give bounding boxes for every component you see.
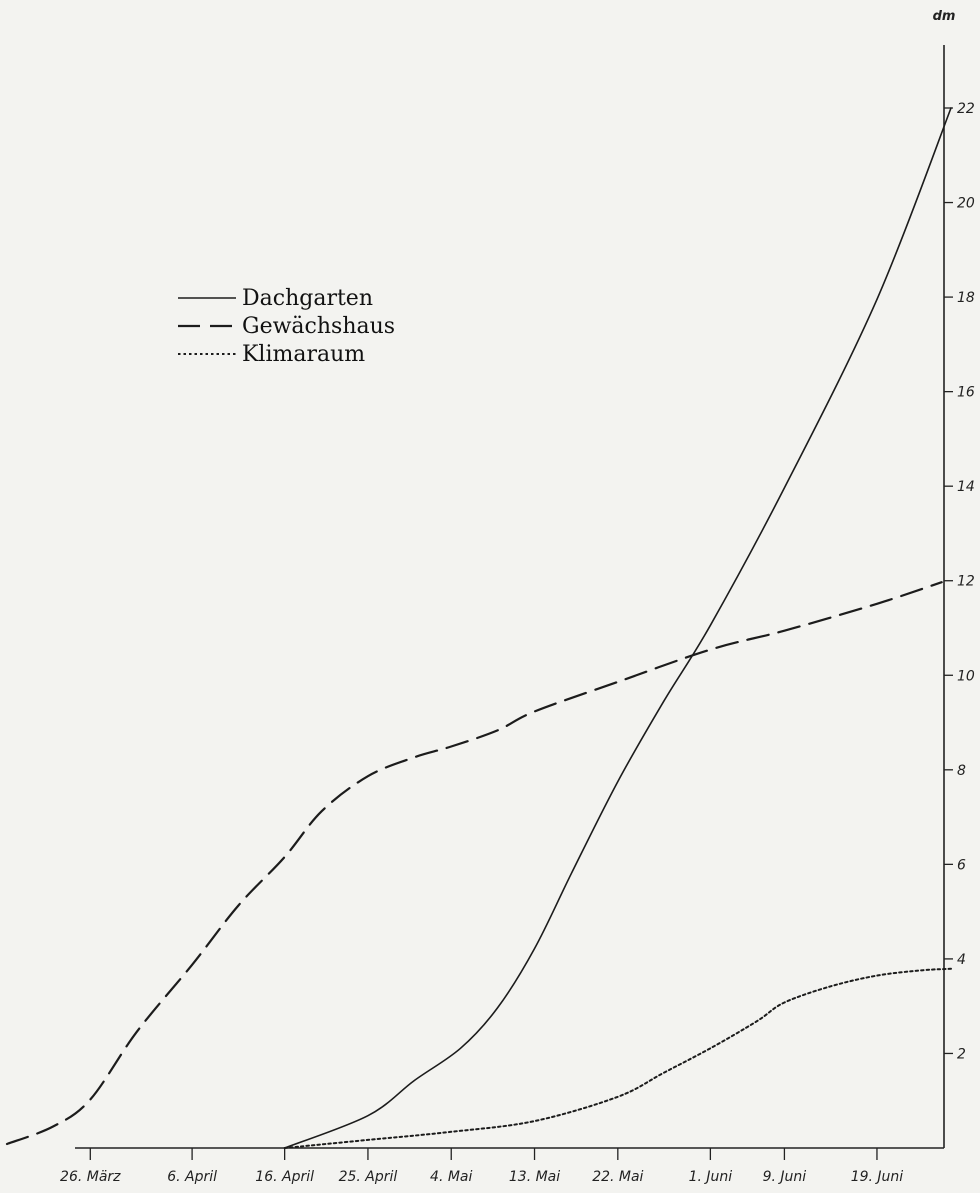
y-tick-label: 22 (957, 101, 975, 117)
y-tick-label: 12 (957, 574, 975, 590)
x-tick-label: 4. Mai (430, 1169, 472, 1185)
x-tick-label: 26. März (60, 1169, 121, 1185)
x-tick-label: 13. Mai (509, 1169, 560, 1185)
x-tick-label: 25. April (339, 1169, 398, 1185)
legend-label: Klimaraum (242, 342, 365, 367)
y-tick-label: 6 (957, 857, 966, 873)
y-tick-label: 20 (957, 196, 975, 212)
x-tick-label: 6. April (167, 1169, 217, 1185)
axes: 26. März 6. April 16. April 25. April 4. Mai… (60, 9, 975, 1185)
legend: Dachgarten Gewächshaus Klimaraum (178, 286, 395, 367)
y-tick-label: 16 (957, 385, 975, 401)
x-tick-label: 16. April (255, 1169, 314, 1185)
y-tick-label: 14 (957, 479, 975, 495)
y-tick-label: 8 (957, 763, 966, 779)
y-axis-unit-label: dm (933, 9, 956, 24)
y-tick-label: 10 (957, 668, 975, 684)
y-tick-label: 18 (957, 290, 975, 306)
series-line-gewchshaus (5, 581, 943, 1146)
x-tick-label: 9. Juni (763, 1169, 807, 1185)
legend-label: Dachgarten (242, 286, 373, 311)
series-line-klimaraum (283, 967, 952, 1149)
x-tick-label: 19. Juni (851, 1169, 904, 1185)
legend-label: Gewächshaus (242, 314, 395, 339)
series-line-dachgarten (283, 107, 952, 1149)
x-tick-label: 22. Mai (592, 1169, 643, 1185)
y-tick-label: 2 (957, 1046, 966, 1062)
x-tick-label: 1. Juni (689, 1169, 733, 1185)
series-layer (5, 107, 952, 1149)
y-tick-label: 4 (957, 952, 966, 968)
